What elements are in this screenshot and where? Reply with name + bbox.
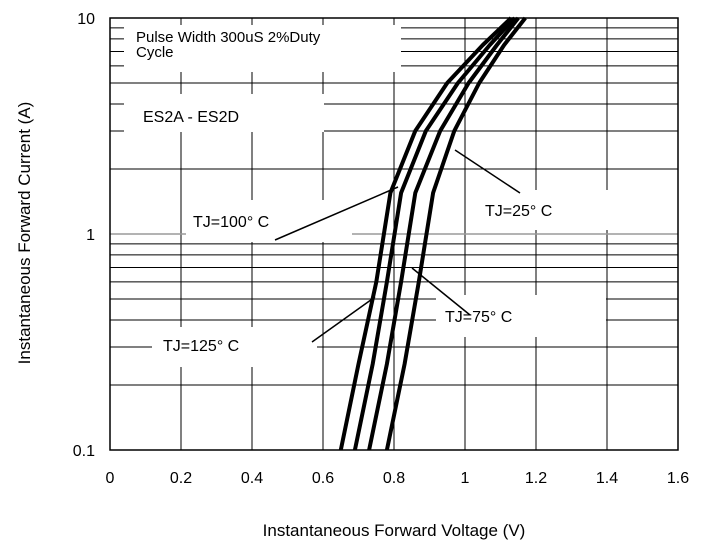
- series-label-25: TJ=25° C: [485, 203, 552, 220]
- series-line: [384, 16, 527, 451]
- device-range-note: ES2A - ES2D: [143, 109, 239, 126]
- series-label-100: TJ=100° C: [193, 214, 269, 231]
- x-tick-label: 1: [461, 470, 470, 487]
- leader-line: [311, 296, 376, 343]
- x-tick-label: 0: [106, 470, 115, 487]
- x-tick-label: 1.4: [596, 470, 618, 487]
- label-100-background: [186, 200, 352, 242]
- label-25-background: [476, 190, 642, 230]
- label-125-background: [152, 327, 317, 367]
- series-line: [352, 16, 517, 451]
- y-tick-labels: 0.1 1 10: [73, 11, 95, 460]
- y-tick-label: 0.1: [73, 443, 95, 460]
- annotation-backgrounds: [124, 25, 642, 367]
- series-line: [367, 16, 520, 451]
- x-tick-label: 0.2: [170, 470, 192, 487]
- pulse-width-note: Pulse Width 300uS 2%Duty: [136, 29, 321, 46]
- pulse-width-note-cont: Cycle: [136, 44, 174, 61]
- x-tick-label: 1.2: [525, 470, 547, 487]
- y-tick-label: 10: [77, 11, 95, 28]
- plot-border: [109, 17, 679, 451]
- x-tick-labels: 0 0.2 0.4 0.6 0.8 1 1.2 1.4 1.6: [106, 470, 690, 487]
- series-curves: [338, 16, 527, 451]
- series-label-75: TJ=75° C: [445, 309, 512, 326]
- grid-lines: [110, 18, 678, 450]
- series-note-background: [124, 94, 324, 132]
- note-background: [124, 25, 401, 72]
- plot-frame: [109, 17, 679, 451]
- label-75-background: [436, 295, 606, 337]
- x-axis-title: Instantaneous Forward Voltage (V): [263, 521, 526, 540]
- leader-line: [274, 186, 399, 241]
- series-label-125: TJ=125° C: [163, 338, 239, 355]
- leader-line: [454, 149, 521, 194]
- x-tick-label: 0.4: [241, 470, 263, 487]
- x-tick-label: 0.6: [312, 470, 334, 487]
- x-tick-label: 1.6: [667, 470, 689, 487]
- y-tick-label: 1: [86, 227, 95, 244]
- x-tick-label: 0.8: [383, 470, 405, 487]
- leader-line: [411, 267, 471, 316]
- series-line: [338, 16, 513, 451]
- label-leader-lines: [274, 149, 521, 343]
- y-axis-title: Instantaneous Forward Current (A): [15, 102, 34, 365]
